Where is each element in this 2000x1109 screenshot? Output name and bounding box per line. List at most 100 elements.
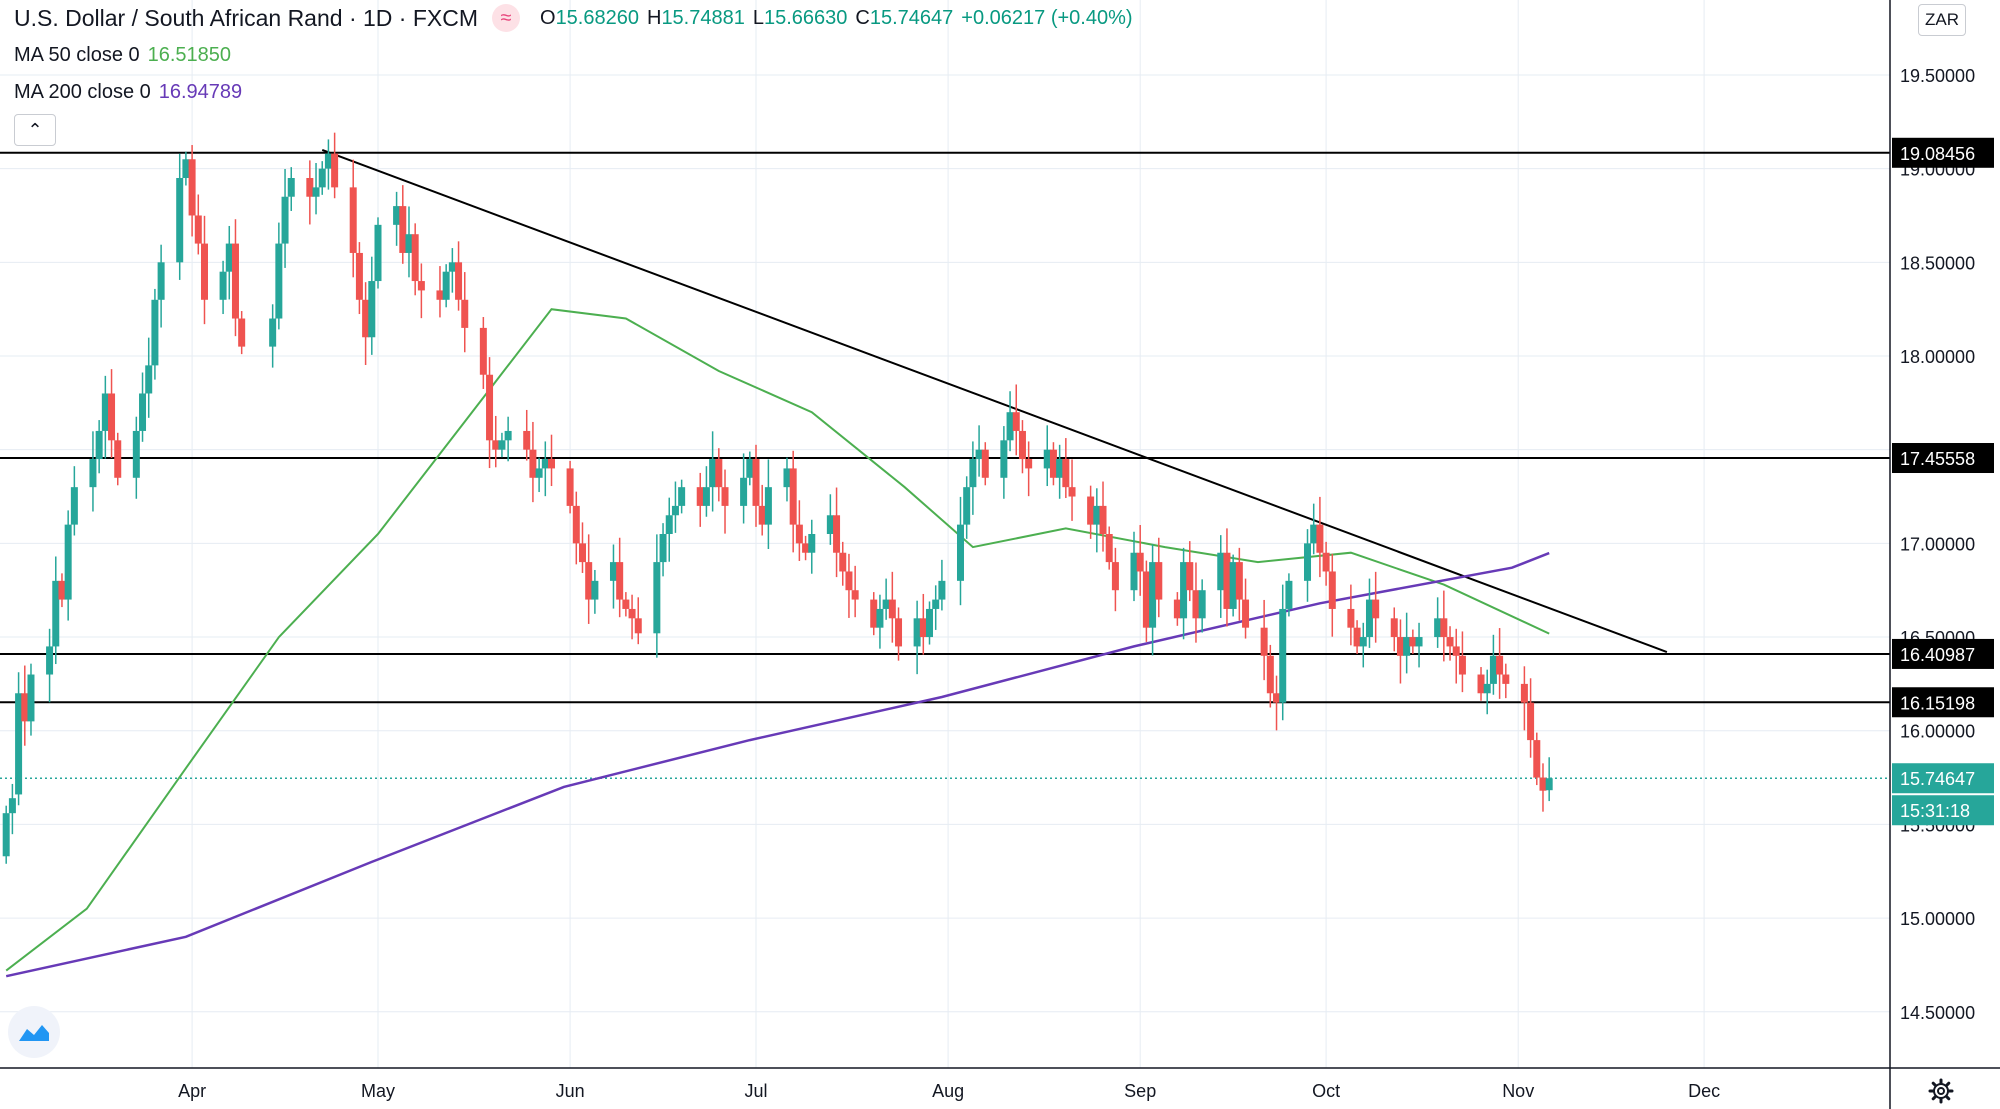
candle-body (1396, 637, 1404, 656)
candle-body (634, 618, 642, 634)
candle-body (548, 459, 556, 469)
candle-body (492, 440, 500, 450)
grid-lines (0, 0, 1890, 1068)
candle-body (157, 262, 165, 300)
x-tick-label: May (361, 1081, 395, 1101)
candle-body (1496, 655, 1504, 675)
candle-body (176, 178, 184, 263)
candle-body (1322, 552, 1330, 572)
candle-body (876, 608, 884, 628)
gear-icon[interactable] (1926, 1076, 1956, 1106)
x-tick-label: Oct (1312, 1081, 1340, 1101)
candle-body (448, 262, 456, 272)
candle-body (331, 153, 339, 188)
candle-body (399, 206, 407, 253)
x-tick-label: Dec (1688, 1081, 1720, 1101)
level-price-label: 19.08456 (1900, 144, 1975, 164)
y-tick-label: 14.50000 (1900, 1003, 1975, 1023)
candle-body (442, 271, 450, 300)
candle-body (275, 243, 283, 319)
candle-body (653, 562, 661, 634)
candle-body (870, 599, 878, 628)
candle-body (919, 618, 927, 638)
candle-body (318, 168, 326, 188)
candle-body (145, 365, 153, 394)
candle-body (1403, 637, 1411, 656)
ma50-label: MA 50 close 0 (14, 44, 140, 66)
candle-body (913, 618, 921, 647)
candle-body (616, 562, 624, 600)
x-tick-label: Aug (932, 1081, 964, 1101)
ma200-label: MA 200 close 0 (14, 81, 151, 103)
tradingview-logo-icon[interactable] (8, 1006, 60, 1058)
candle-body (349, 187, 357, 253)
candle-body (926, 608, 934, 638)
candle-body (238, 318, 246, 347)
candle-body (956, 524, 964, 581)
candle-body (1359, 637, 1367, 647)
candle-body (89, 459, 97, 488)
candle-body (1136, 552, 1144, 572)
candle-body (833, 515, 841, 553)
candle-body (1520, 683, 1528, 703)
candle-body (231, 243, 239, 319)
candle-body (70, 487, 78, 525)
ma200-value: 16.94789 (158, 81, 243, 103)
candle-body (194, 215, 202, 244)
horizontal-levels (0, 148, 1890, 779)
ma50-value: 16.51850 (147, 44, 232, 66)
candle-body (702, 487, 710, 506)
candle-body (46, 646, 54, 675)
ma50-line (5, 308, 1550, 972)
y-tick-label: 15.00000 (1900, 909, 1975, 929)
currency-button[interactable]: ZAR (1918, 4, 1966, 36)
ma50-legend[interactable]: MA 50 close 0 16.51850 (14, 44, 231, 67)
data-provider-badge[interactable]: ≈ (492, 4, 520, 32)
candle-body (95, 430, 103, 460)
candle-body (1477, 674, 1485, 694)
candle-body (1149, 562, 1157, 628)
candle-body (374, 224, 382, 282)
candle-body (219, 271, 227, 300)
candle-body (1068, 487, 1076, 497)
candle-body (2, 813, 10, 857)
candle-body (758, 505, 766, 525)
high-value: 15.74881 (661, 6, 745, 29)
x-tick-label: Sep (1124, 1081, 1156, 1101)
candle-body (1440, 618, 1448, 638)
level-price-label-bg (1892, 137, 1994, 168)
candle-body (1006, 412, 1014, 441)
level-price-label-bg (1892, 687, 1994, 718)
candle-body (1452, 646, 1460, 656)
candle-body (963, 487, 971, 525)
candle-body (1142, 571, 1150, 628)
candle-body (1198, 590, 1206, 619)
candle-body (455, 262, 463, 300)
candle-body (1062, 459, 1070, 488)
candle-body (151, 299, 159, 366)
ma200-legend[interactable]: MA 200 close 0 16.94789 (14, 81, 242, 104)
candle-body (1056, 459, 1064, 478)
candle-body (709, 459, 717, 488)
candle-body (895, 618, 903, 647)
symbol-title[interactable]: U.S. Dollar / South African Rand · 1D · … (14, 4, 478, 31)
candle-body (659, 534, 667, 563)
candle-body (1049, 449, 1057, 478)
candle-body (566, 468, 574, 506)
candle-body (1000, 440, 1008, 478)
candle-body (15, 693, 23, 795)
candle-body (1111, 562, 1119, 591)
candle-body (1223, 552, 1231, 609)
candle-body (851, 590, 859, 600)
collapse-legend-button[interactable]: ⌃ (14, 114, 56, 146)
y-tick-label: 19.50000 (1900, 66, 1975, 86)
candle-body (1235, 562, 1243, 600)
candle-body (269, 318, 277, 347)
candle-body (932, 599, 940, 609)
candle-body (1242, 599, 1250, 628)
x-tick-label: Jun (556, 1081, 585, 1101)
level-price-label: 16.15198 (1900, 693, 1975, 713)
